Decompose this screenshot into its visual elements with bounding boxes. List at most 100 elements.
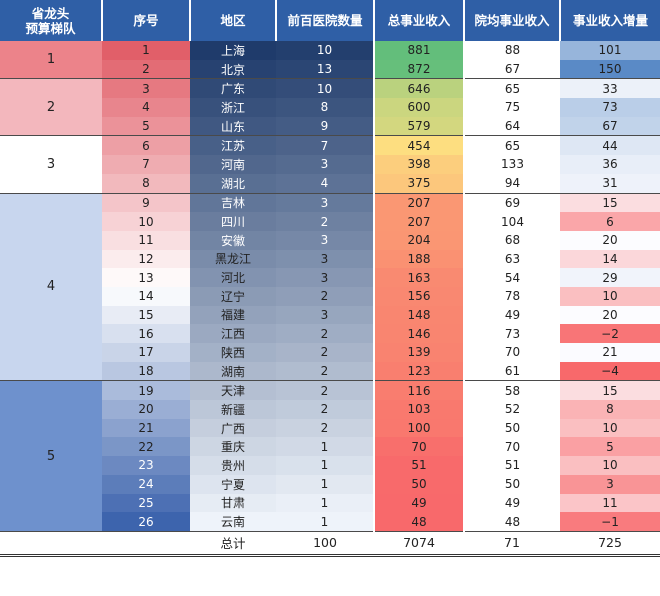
hospital-count-cell: 13 bbox=[276, 59, 374, 80]
total-revenue-cell: 207 bbox=[373, 212, 465, 231]
revenue-increment-cell: 15 bbox=[560, 380, 660, 401]
table-row: 15 福建 3 148 49 20 bbox=[0, 305, 660, 325]
total-revenue-cell: 48 bbox=[373, 512, 465, 532]
avg-revenue-cell: 73 bbox=[464, 324, 560, 343]
region-cell: 甘肃 bbox=[190, 493, 276, 513]
total-row-blank bbox=[102, 530, 190, 557]
table-row: 16 江西 2 146 73 −2 bbox=[0, 324, 660, 343]
tier-cell: 4 bbox=[0, 193, 102, 382]
avg-revenue-cell: 48 bbox=[464, 512, 560, 532]
table-row: 4 9 吉林 3 207 69 15 bbox=[0, 193, 660, 382]
avg-revenue-cell: 69 bbox=[464, 193, 560, 213]
header-index: 序号 bbox=[102, 0, 191, 41]
table-row: 3 6 江苏 7 454 65 44 bbox=[0, 135, 660, 194]
region-cell: 山东 bbox=[190, 116, 276, 137]
total-revenue-cell: 454 bbox=[373, 135, 465, 156]
index-cell: 8 bbox=[102, 173, 190, 194]
table-row: 23 贵州 1 51 51 10 bbox=[0, 456, 660, 475]
hospital-count-cell: 2 bbox=[276, 324, 374, 343]
revenue-increment-cell: 101 bbox=[560, 41, 660, 60]
index-cell: 17 bbox=[102, 343, 190, 362]
index-cell: 20 bbox=[102, 400, 190, 419]
total-revenue-cell: 375 bbox=[373, 173, 465, 194]
avg-revenue-cell: 70 bbox=[464, 343, 560, 362]
table-row: 1 1 上海 10 881 88 101 bbox=[0, 41, 660, 80]
region-cell: 云南 bbox=[190, 512, 276, 532]
index-cell: 25 bbox=[102, 493, 190, 513]
total-revenue-cell: 579 bbox=[373, 116, 465, 137]
revenue-increment-cell: 10 bbox=[560, 286, 660, 306]
region-cell: 福建 bbox=[190, 305, 276, 325]
avg-revenue-cell: 88 bbox=[464, 41, 560, 60]
region-cell: 宁夏 bbox=[190, 474, 276, 494]
region-cell: 湖北 bbox=[190, 173, 276, 194]
revenue-increment-cell: 11 bbox=[560, 493, 660, 513]
tier-cell: 1 bbox=[0, 41, 102, 80]
revenue-increment-cell: 20 bbox=[560, 230, 660, 250]
revenue-increment-cell: 21 bbox=[560, 343, 660, 362]
index-cell: 12 bbox=[102, 249, 190, 269]
index-cell: 15 bbox=[102, 305, 190, 325]
hospital-count-cell: 10 bbox=[276, 41, 374, 60]
revenue-increment-cell: 31 bbox=[560, 173, 660, 194]
tier-cell: 5 bbox=[0, 380, 102, 532]
hospital-count-cell: 2 bbox=[276, 361, 374, 382]
total-revenue-cell: 103 bbox=[373, 400, 465, 419]
total-revenue-cell: 139 bbox=[373, 343, 465, 362]
index-cell: 3 bbox=[102, 78, 190, 99]
header-hospital-count: 前百医院数量 bbox=[276, 0, 375, 41]
avg-revenue-cell: 49 bbox=[464, 493, 560, 513]
total-avg-revenue: 71 bbox=[464, 530, 560, 557]
region-cell: 天津 bbox=[190, 380, 276, 401]
total-revenue-cell: 146 bbox=[373, 324, 465, 343]
hospital-count-cell: 2 bbox=[276, 343, 374, 362]
hospital-revenue-table: 省龙头 预算梯队 序号 地区 前百医院数量 总事业收入 院均事业收入 事业收入增… bbox=[0, 0, 660, 557]
table-row: 11 安徽 3 204 68 20 bbox=[0, 230, 660, 250]
revenue-increment-cell: 33 bbox=[560, 78, 660, 99]
avg-revenue-cell: 133 bbox=[464, 155, 560, 174]
index-cell: 16 bbox=[102, 324, 190, 343]
avg-revenue-cell: 68 bbox=[464, 230, 560, 250]
hospital-count-cell: 9 bbox=[276, 116, 374, 137]
table-row: 2 3 广东 10 646 65 33 bbox=[0, 78, 660, 137]
total-revenue-cell: 600 bbox=[373, 98, 465, 117]
region-cell: 河北 bbox=[190, 268, 276, 287]
table-row: 13 河北 3 163 54 29 bbox=[0, 268, 660, 287]
hospital-count-cell: 3 bbox=[276, 268, 374, 287]
header-avg-revenue: 院均事业收入 bbox=[464, 0, 561, 41]
table-row: 2 北京 13 872 67 150 bbox=[0, 59, 660, 80]
table-row: 26 云南 1 48 48 −1 bbox=[0, 512, 660, 532]
table-row: 5 山东 9 579 64 67 bbox=[0, 116, 660, 137]
table-row: 22 重庆 1 70 70 5 bbox=[0, 437, 660, 457]
revenue-increment-cell: 8 bbox=[560, 400, 660, 419]
hospital-count-cell: 2 bbox=[276, 212, 374, 231]
index-cell: 4 bbox=[102, 98, 190, 117]
revenue-increment-cell: 29 bbox=[560, 268, 660, 287]
hospital-count-cell: 3 bbox=[276, 249, 374, 269]
avg-revenue-cell: 65 bbox=[464, 135, 560, 156]
region-cell: 浙江 bbox=[190, 98, 276, 117]
region-cell: 北京 bbox=[190, 59, 276, 80]
revenue-increment-cell: 14 bbox=[560, 249, 660, 269]
table-row: 17 陕西 2 139 70 21 bbox=[0, 343, 660, 362]
table-body: 1 1 上海 10 881 88 101 2 北京 13 872 67 150 2 3 广东 10 646 65 33… bbox=[0, 41, 660, 557]
hospital-count-cell: 4 bbox=[276, 173, 374, 194]
avg-revenue-cell: 64 bbox=[464, 116, 560, 137]
index-cell: 7 bbox=[102, 155, 190, 174]
hospital-count-cell: 3 bbox=[276, 230, 374, 250]
table-row: 12 黑龙江 3 188 63 14 bbox=[0, 249, 660, 269]
avg-revenue-cell: 54 bbox=[464, 268, 560, 287]
index-cell: 2 bbox=[102, 59, 190, 80]
hospital-count-cell: 1 bbox=[276, 456, 374, 475]
hospital-count-cell: 3 bbox=[276, 155, 374, 174]
hospital-count-cell: 1 bbox=[276, 474, 374, 494]
total-revenue-cell: 398 bbox=[373, 155, 465, 174]
table-row: 4 浙江 8 600 75 73 bbox=[0, 98, 660, 117]
hospital-count-cell: 8 bbox=[276, 98, 374, 117]
revenue-increment-cell: 150 bbox=[560, 59, 660, 80]
index-cell: 23 bbox=[102, 456, 190, 475]
hospital-count-cell: 3 bbox=[276, 305, 374, 325]
revenue-increment-cell: 36 bbox=[560, 155, 660, 174]
total-revenue-cell: 872 bbox=[373, 59, 465, 80]
total-revenue-cell: 123 bbox=[373, 361, 465, 382]
